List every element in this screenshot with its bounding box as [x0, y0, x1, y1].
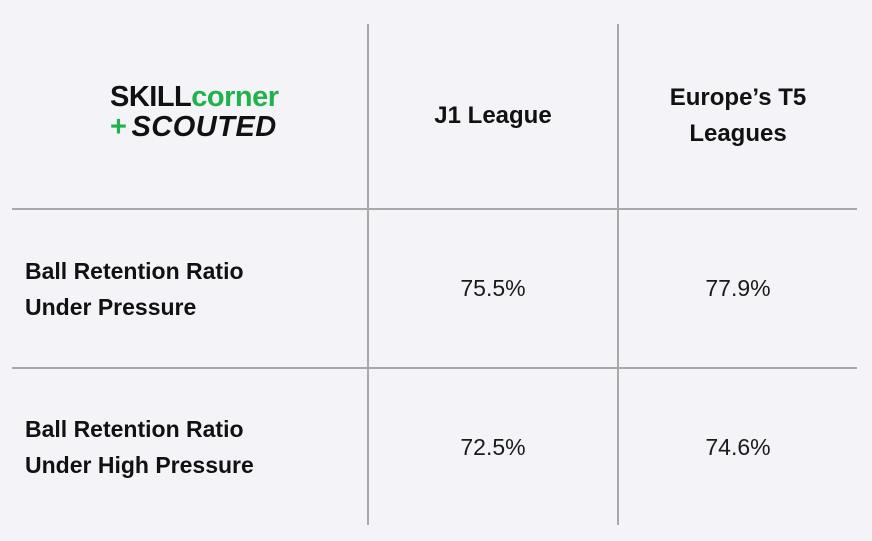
grid-vertical-line-1 — [367, 24, 369, 525]
grid-vertical-line-2 — [617, 24, 619, 525]
logo-scouted-text: SCOUTED — [131, 111, 277, 143]
column-header-label: J1 League — [434, 102, 552, 129]
logo-line-1: SKILLcorner — [110, 82, 279, 112]
column-header-j1-league: J1 League — [369, 24, 617, 208]
value-text: 77.9% — [705, 275, 771, 301]
grid-horizontal-line-2 — [12, 367, 857, 369]
skillcorner-scouted-logo: SKILLcorner + SCOUTED — [110, 82, 310, 144]
logo-plus-text: + — [110, 111, 128, 143]
value-text: 75.5% — [460, 275, 526, 301]
row-label-text: Ball Retention Ratio Under Pressure — [25, 257, 244, 320]
value-text: 72.5% — [460, 433, 526, 460]
row-label-under-high-pressure: Ball Retention Ratio Under High Pressure — [12, 369, 367, 525]
value-t5-under-high-pressure: 74.6% — [619, 369, 857, 525]
grid-horizontal-line-1 — [12, 208, 857, 210]
value-j1-under-high-pressure: 72.5% — [369, 369, 617, 525]
row-label-under-pressure: Ball Retention Ratio Under Pressure — [12, 210, 367, 367]
value-t5-under-pressure: 77.9% — [619, 210, 857, 367]
row-label-text: Ball Retention Ratio Under High Pressure — [25, 416, 254, 478]
logo-skill-text: SKILL — [110, 81, 192, 113]
logo-line-2: + SCOUTED — [110, 112, 277, 142]
value-j1-under-pressure: 75.5% — [369, 210, 617, 367]
column-header-label: Europe’s T5 Leagues — [669, 84, 807, 147]
value-text: 74.6% — [705, 433, 771, 460]
logo-corner-text: corner — [191, 81, 279, 113]
column-header-europe-t5: Europe’s T5 Leagues — [619, 24, 857, 208]
